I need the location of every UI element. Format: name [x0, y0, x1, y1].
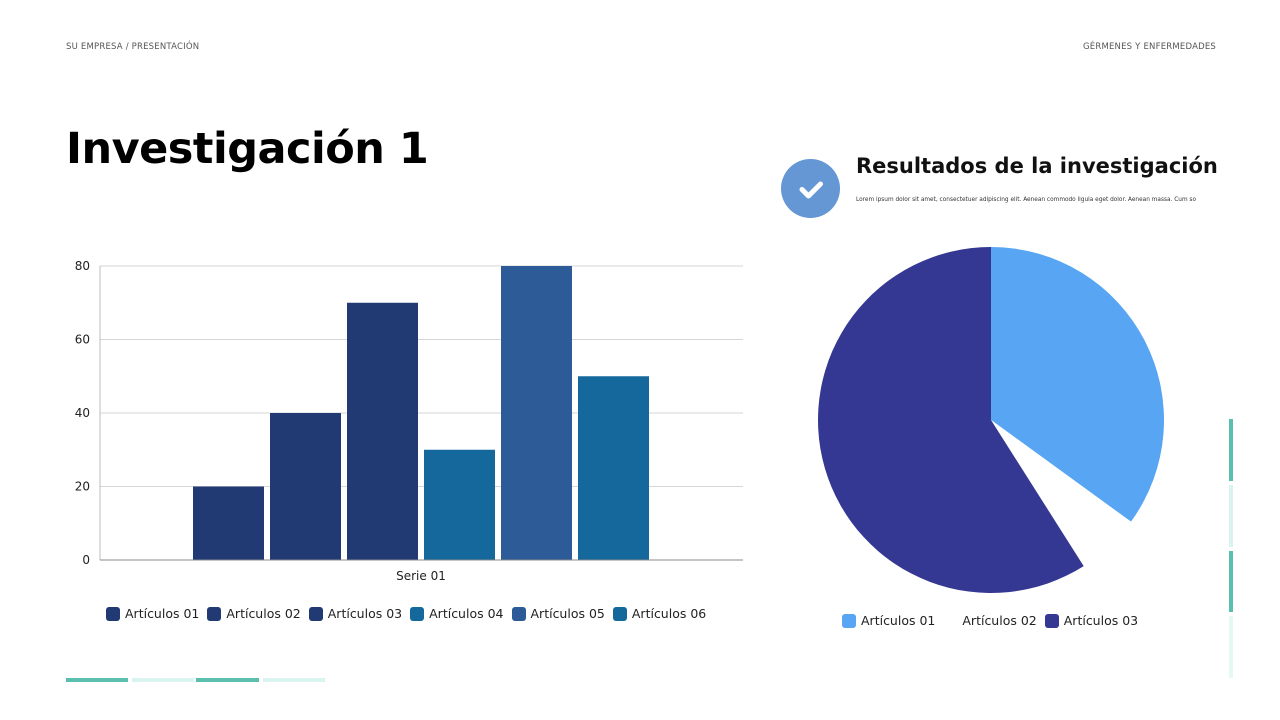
pie-chart-legend: Artículos 01 Artículos 02 Artículos 03	[842, 613, 1138, 628]
x-category-label: Serie 01	[396, 569, 446, 583]
bar	[424, 449, 495, 560]
accent-bar	[66, 678, 128, 682]
bar	[270, 413, 341, 560]
accent-bar	[1229, 616, 1233, 678]
check-badge	[781, 159, 840, 218]
legend-item: Artículos 01	[106, 606, 199, 621]
y-tick-label: 80	[75, 259, 90, 273]
y-tick-label: 40	[75, 406, 90, 420]
legend-swatch	[612, 606, 627, 621]
bar-chart-legend: Artículos 01 Artículos 02 Artículos 03 Artí…	[106, 606, 706, 621]
results-title: Resultados de la investigación	[856, 154, 1218, 178]
legend-label: Artículos 03	[1063, 613, 1139, 628]
legend-label: Artículos 01	[125, 606, 200, 621]
legend-item: Artículos 01	[842, 613, 935, 628]
bar-chart: 0 20 40 60 80 Serie 01	[75, 259, 743, 583]
legend-swatch	[106, 606, 120, 621]
legend-label: Artículos 05	[530, 606, 605, 621]
legend-swatch	[410, 606, 425, 621]
bar	[193, 486, 264, 560]
breadcrumb: SU EMPRESA / PRESENTACIÓN	[66, 42, 200, 52]
y-axis-labels: 0 20 40 60 80	[75, 259, 90, 567]
y-tick-label: 60	[75, 333, 90, 347]
pie-slice	[991, 247, 1164, 522]
legend-swatch	[1044, 613, 1059, 628]
accent-bar	[263, 678, 325, 682]
bar	[501, 266, 572, 560]
legend-item: Artículos 03	[1044, 613, 1139, 628]
y-tick-label: 0	[82, 553, 90, 567]
legend-swatch	[842, 613, 856, 628]
legend-swatch	[943, 613, 958, 628]
accent-bar	[1229, 551, 1233, 612]
legend-label: Artículos 06	[631, 606, 707, 621]
pie-slice	[817, 247, 1084, 593]
legend-label: Artículos 04	[429, 606, 504, 621]
bar	[347, 302, 418, 560]
section-label: GÉRMENES Y ENFERMEDADES	[1082, 42, 1216, 52]
legend-swatch	[511, 606, 526, 621]
page-title: Investigación 1	[66, 124, 429, 174]
legend-label: Artículos 02	[226, 606, 301, 621]
accent-bar	[132, 678, 194, 682]
legend-item: Artículos 03	[308, 606, 403, 621]
legend-item: Artículos 05	[511, 606, 605, 621]
pie-slices	[817, 247, 1164, 593]
legend-item: Artículos 02	[943, 613, 1037, 628]
pie-slice	[991, 420, 1131, 567]
legend-swatch	[308, 606, 323, 621]
legend-label: Artículos 01	[861, 613, 936, 628]
bars	[193, 266, 649, 560]
legend-item: Artículos 04	[410, 606, 504, 621]
accent-bar	[1229, 485, 1233, 547]
legend-swatch	[207, 606, 222, 621]
check-icon	[799, 181, 823, 198]
pie-chart	[817, 247, 1164, 593]
bar	[578, 376, 649, 560]
results-body: Lorem ipsum dolor sit amet, consectetuer…	[856, 197, 1196, 203]
accent-bar	[1229, 419, 1233, 481]
legend-label: Artículos 03	[327, 606, 403, 621]
y-tick-label: 20	[75, 480, 90, 494]
legend-item: Artículos 06	[612, 606, 707, 621]
legend-item: Artículos 02	[207, 606, 301, 621]
legend-label: Artículos 02	[962, 613, 1037, 628]
accent-bar	[196, 678, 259, 682]
